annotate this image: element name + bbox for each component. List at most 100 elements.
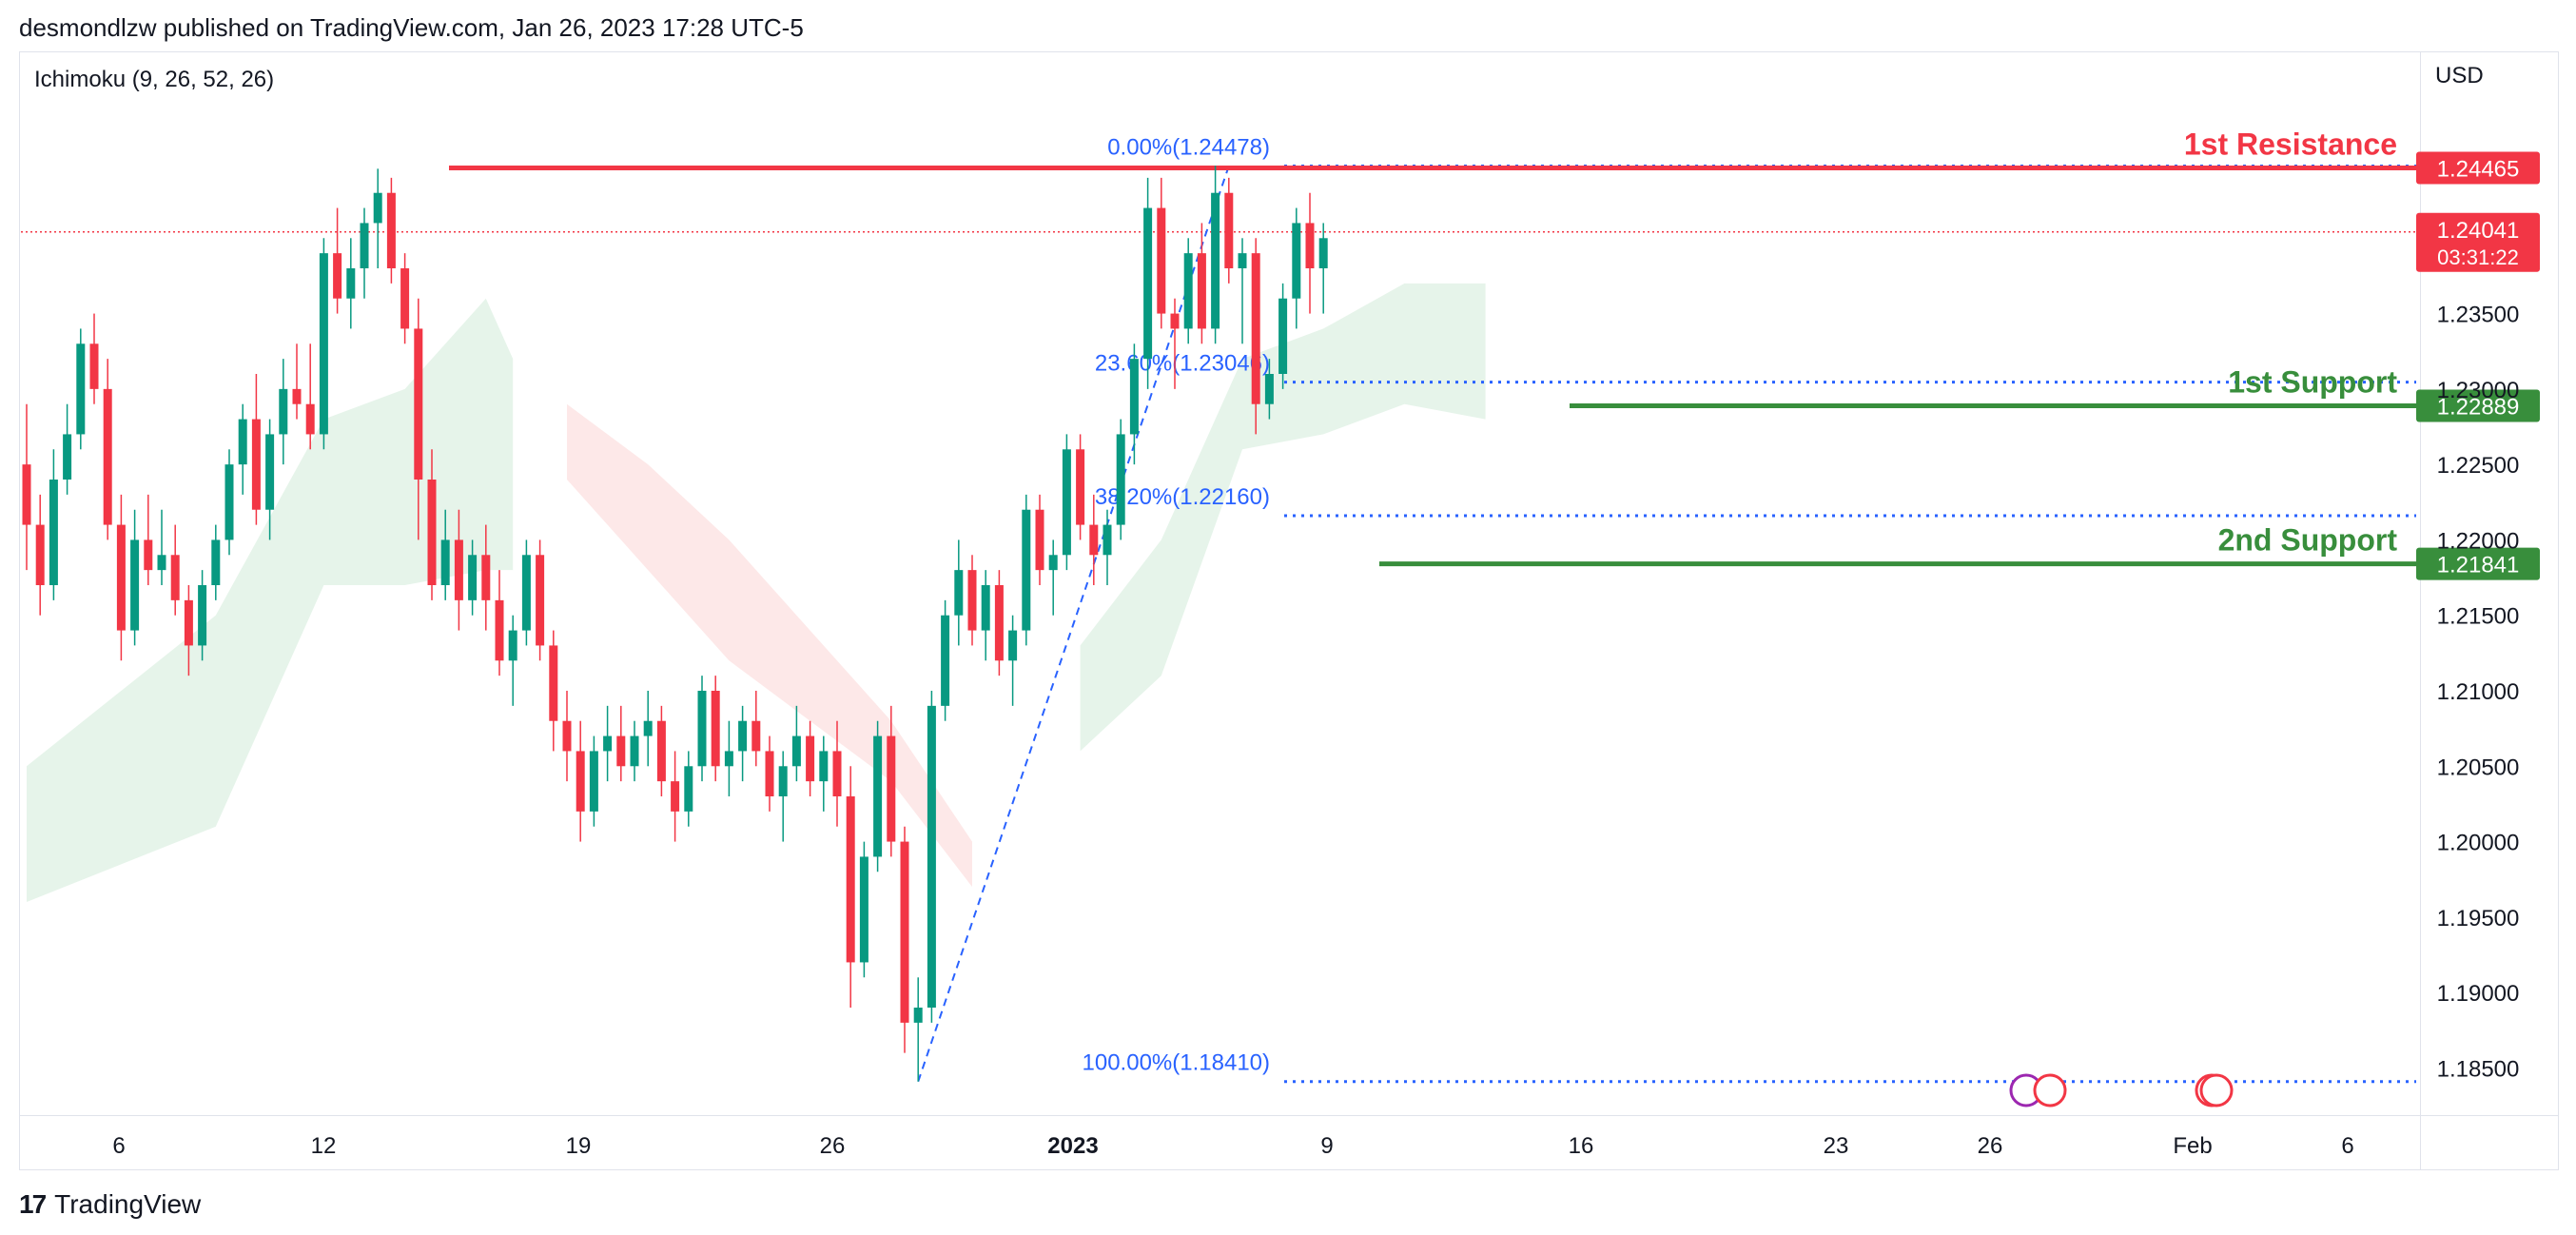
candle-body (643, 720, 653, 736)
candle-body (35, 524, 45, 585)
candle-body (536, 555, 545, 646)
candle-body (603, 735, 613, 752)
candle-countdown-label: 03:31:22 (2437, 245, 2519, 269)
level-price-label: 1.22889 (2437, 394, 2520, 420)
time-tick-label: 26 (820, 1133, 846, 1159)
candle-body (333, 253, 342, 299)
time-tick-label: 2023 (1047, 1133, 1098, 1159)
candle-body (386, 192, 396, 268)
tradingview-logo-icon: 17 (19, 1189, 47, 1219)
candle-body (846, 796, 855, 963)
time-tick-label: Feb (2173, 1133, 2212, 1159)
candle-body (521, 555, 531, 631)
economic-event-flag-icon (2033, 1073, 2067, 1108)
time-tick-label: 19 (566, 1133, 592, 1159)
tradingview-brand: TradingView (54, 1189, 202, 1219)
time-tick-label: 16 (1569, 1133, 1594, 1159)
candle-body (427, 480, 437, 585)
candle-body (900, 841, 909, 1023)
current-price-label: 1.24041 (2437, 218, 2520, 244)
candle-body (630, 735, 639, 767)
candle-body (1103, 524, 1112, 556)
candle-body (414, 328, 423, 480)
candle-body (481, 555, 491, 600)
current-price-tag (2416, 212, 2540, 272)
candle-body (711, 691, 720, 767)
candle-body (198, 585, 207, 646)
candle-body (1008, 630, 1018, 661)
candle-body (360, 223, 369, 268)
candle-body (1278, 298, 1288, 374)
candle-body (265, 434, 275, 510)
candle-body (1157, 207, 1166, 314)
ichimoku-cloud-green (27, 298, 514, 902)
candle-body (305, 403, 315, 435)
candle-body (319, 253, 328, 435)
candle-body (454, 539, 463, 600)
candle-body (656, 720, 666, 782)
candle-body (1048, 555, 1058, 571)
level-price-tag (2416, 547, 2540, 580)
candle-body (941, 615, 950, 706)
candle-body (157, 555, 166, 571)
candle-body (103, 388, 112, 525)
level-price-tag (2416, 389, 2540, 422)
candle-body (1318, 238, 1328, 268)
candle-body (144, 539, 153, 571)
candle-body (211, 539, 221, 585)
candle-body (1022, 509, 1031, 631)
candle-body (346, 268, 356, 299)
publisher-header: desmondlzw published on TradingView.com,… (19, 13, 804, 42)
candle-body (806, 735, 815, 782)
fib-level-label: 0.00%(1.24478) (1107, 134, 1270, 160)
candle-body (1089, 524, 1099, 556)
candle-body (238, 419, 247, 465)
price-tick-label: 1.23000 (2437, 378, 2520, 403)
candle-body (994, 585, 1004, 661)
candle-body (1197, 253, 1206, 329)
price-tick-label: 1.22500 (2437, 453, 2520, 479)
time-tick-label: 23 (1824, 1133, 1849, 1159)
candle-body (1076, 449, 1085, 525)
candle-body (684, 766, 693, 812)
candle-body (751, 720, 761, 752)
candle-body (49, 480, 58, 585)
candle-body (832, 751, 842, 796)
tradingview-footer[interactable]: 17 TradingView (19, 1189, 201, 1220)
candle-body (1264, 374, 1274, 404)
fib-level-label: 100.00%(1.18410) (1083, 1050, 1270, 1076)
candle-body (1211, 192, 1220, 329)
candle-body (116, 524, 126, 631)
indicator-legend[interactable]: Ichimoku (9, 26, 52, 26) (34, 67, 275, 92)
candle-body (440, 539, 450, 585)
candle-body (22, 464, 31, 525)
candle-body (184, 599, 193, 646)
candle-body (1305, 223, 1315, 268)
economic-event-flag-icon (2199, 1073, 2234, 1108)
price-tick-label: 1.19000 (2437, 981, 2520, 1007)
candle-body (819, 751, 829, 782)
candle-body (468, 555, 478, 600)
candle-body (224, 464, 234, 540)
candle-body (251, 419, 261, 510)
candle-body (89, 343, 99, 389)
candle-body (1170, 313, 1180, 329)
fib-level-label: 23.60%(1.23046) (1095, 351, 1270, 377)
candle-body (589, 751, 598, 812)
candle-body (63, 434, 72, 480)
candle-body (400, 268, 410, 329)
candle-body (1251, 253, 1260, 404)
price-tick-label: 1.19500 (2437, 906, 2520, 931)
price-tick-label: 1.20500 (2437, 755, 2520, 780)
candle-body (1035, 509, 1044, 571)
candle-body (576, 751, 585, 812)
level-name-support: 1st Support (2228, 364, 2397, 399)
candle-body (1129, 359, 1139, 435)
candle-body (765, 751, 774, 796)
candle-body (76, 343, 86, 435)
candle-body (778, 766, 788, 796)
time-tick-label: 9 (1320, 1133, 1333, 1159)
candle-body (292, 388, 302, 404)
ichimoku-cloud-green-future (1080, 283, 1486, 752)
